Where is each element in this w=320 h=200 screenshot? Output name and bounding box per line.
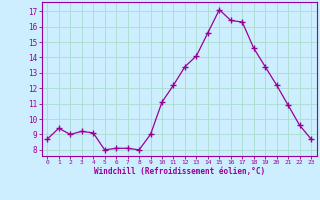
X-axis label: Windchill (Refroidissement éolien,°C): Windchill (Refroidissement éolien,°C)	[94, 167, 265, 176]
